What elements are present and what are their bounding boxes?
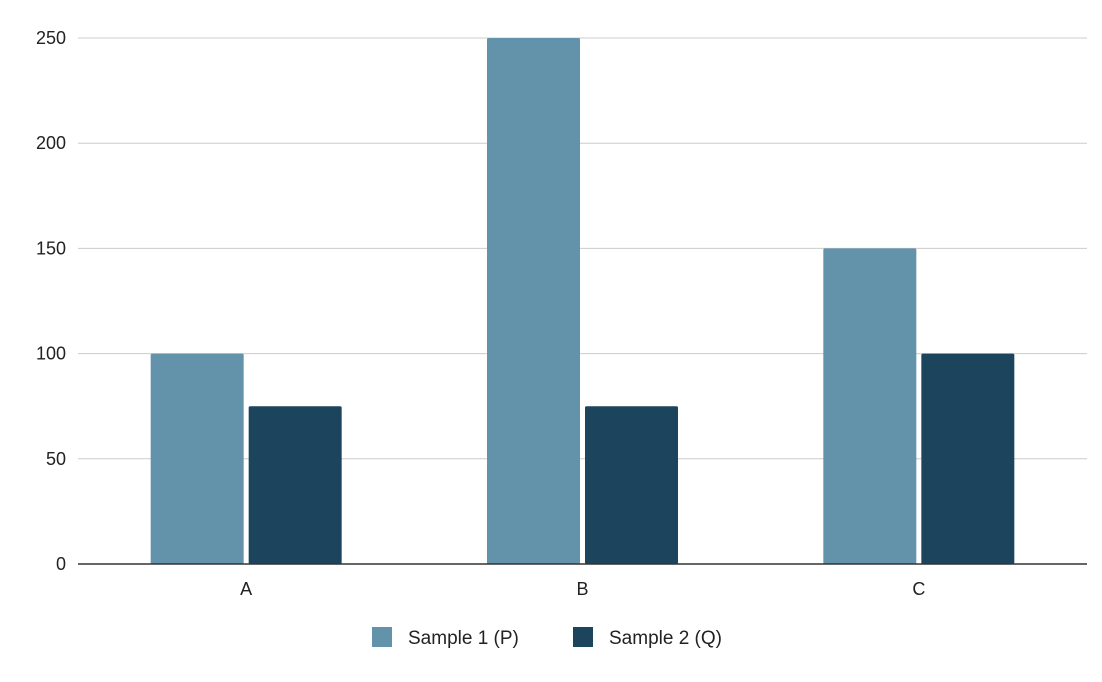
bar-sample-2-q-a	[248, 406, 342, 564]
legend-label: Sample 1 (P)	[408, 628, 519, 649]
x-tick-label: B	[576, 579, 588, 599]
y-tick-label: 250	[36, 28, 66, 48]
legend-label: Sample 2 (Q)	[609, 628, 722, 649]
bar-sample-1-p-a	[150, 353, 244, 564]
bar-sample-1-p-c	[823, 248, 917, 564]
bar-sample-2-q-c	[921, 353, 1015, 564]
x-tick-label: A	[240, 579, 252, 599]
bars	[150, 38, 1015, 564]
bar-sample-1-p-b	[487, 38, 580, 564]
x-tick-label: C	[912, 579, 925, 599]
y-tick-label: 150	[36, 238, 66, 258]
legend-swatch	[573, 627, 593, 647]
legend-swatch	[372, 627, 392, 647]
y-tick-label: 50	[46, 449, 66, 469]
x-axis-tick-labels: A B C	[240, 579, 925, 599]
y-tick-label: 0	[56, 554, 66, 574]
y-tick-label: 100	[36, 344, 66, 364]
bar-sample-2-q-b	[585, 406, 678, 564]
y-axis-tick-labels: 0 50 100 150 200 250	[36, 28, 66, 574]
legend: Sample 1 (P) Sample 2 (Q)	[372, 627, 722, 649]
y-tick-label: 200	[36, 133, 66, 153]
gridlines	[78, 37, 1087, 460]
